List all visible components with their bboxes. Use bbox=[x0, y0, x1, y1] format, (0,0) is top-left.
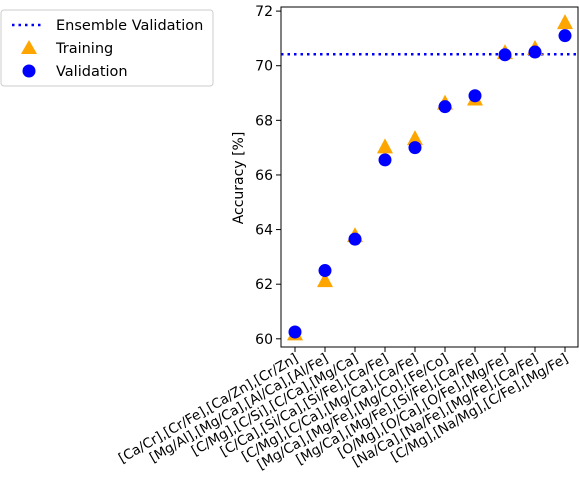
plot-area-frame bbox=[280, 6, 579, 348]
training-point bbox=[557, 14, 573, 30]
validation-point bbox=[378, 153, 392, 167]
validation-point bbox=[408, 141, 422, 155]
legend: Ensemble Validation Training Validation bbox=[0, 9, 214, 87]
y-tick-label: 70 bbox=[255, 59, 273, 75]
y-tick-label: 72 bbox=[255, 4, 273, 20]
legend-training-label: Training bbox=[55, 41, 113, 57]
y-tick-label: 68 bbox=[255, 113, 273, 129]
validation-point bbox=[438, 100, 452, 114]
y-axis-ticks: 60 62 64 66 68 70 72 bbox=[255, 4, 281, 348]
training-point bbox=[407, 130, 423, 146]
validation-point bbox=[288, 325, 302, 339]
legend-ensemble-label: Ensemble Validation bbox=[56, 18, 203, 34]
validation-point bbox=[498, 48, 512, 62]
y-tick-label: 60 bbox=[255, 332, 273, 348]
validation-point bbox=[468, 89, 482, 103]
training-point bbox=[377, 138, 393, 154]
y-axis-label: Accuracy [%] bbox=[231, 132, 247, 225]
validation-point bbox=[348, 232, 362, 246]
y-tick-label: 66 bbox=[255, 168, 273, 184]
y-tick-label: 62 bbox=[255, 277, 273, 293]
training-point bbox=[317, 272, 333, 288]
legend-validation-label: Validation bbox=[56, 64, 128, 80]
legend-frame bbox=[0, 9, 214, 87]
legend-training-swatch bbox=[21, 40, 37, 54]
x-axis-ticks: [Ca/Cr],[Cr/Fe],[Ca/Zn],[Cr/Zn][Mg/Al],[… bbox=[116, 347, 571, 473]
validation-point bbox=[318, 264, 332, 278]
validation-point bbox=[528, 45, 542, 59]
legend-validation-swatch bbox=[22, 64, 36, 78]
y-tick-label: 64 bbox=[255, 223, 273, 239]
data-markers bbox=[287, 14, 573, 341]
validation-point bbox=[558, 29, 572, 43]
